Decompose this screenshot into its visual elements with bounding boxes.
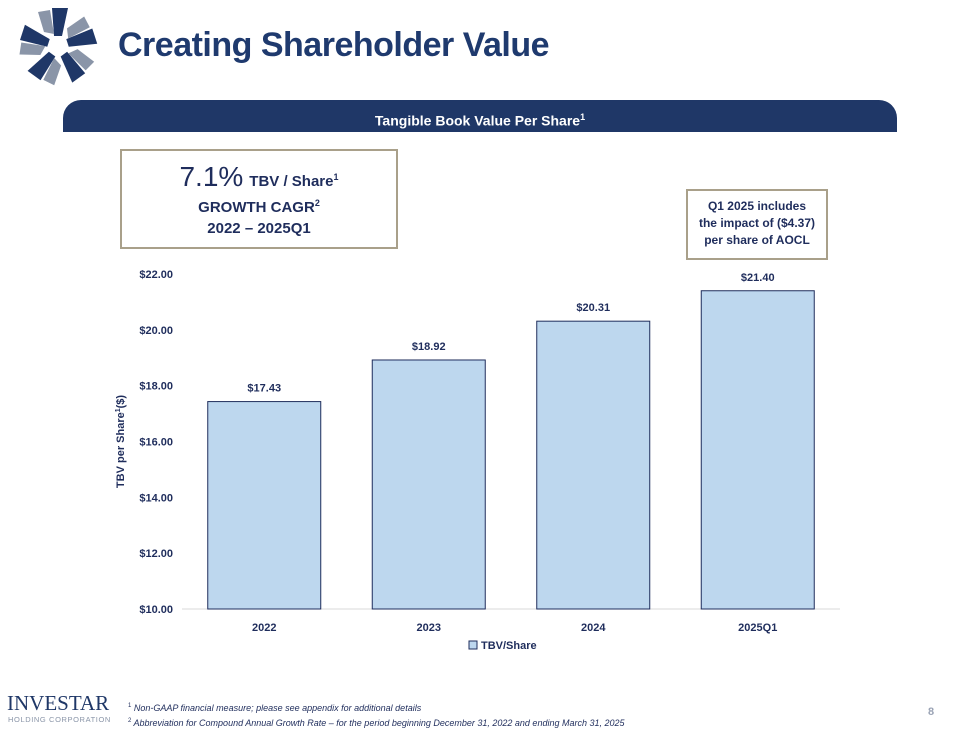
y-tick-label: $16.00 xyxy=(139,437,173,449)
footer-logo-word: INVESTAR xyxy=(7,691,109,715)
y-tick-label: $22.00 xyxy=(139,269,173,281)
aocl-note-line2: the impact of ($4.37) xyxy=(698,216,816,230)
data-label: $20.31 xyxy=(576,302,610,314)
cagr-label: TBV / Share1 xyxy=(249,172,339,190)
x-tick-label: 2022 xyxy=(252,622,276,634)
investar-footer-logo: INVESTAR HOLDING CORPORATION xyxy=(7,691,111,724)
x-tick-label: 2023 xyxy=(417,622,441,634)
legend-swatch xyxy=(468,640,478,650)
cagr-label-text: TBV / Share xyxy=(249,173,334,190)
legend-label: TBV/Share xyxy=(481,640,537,652)
aocl-note: Q1 2025 includes the impact of ($4.37) p… xyxy=(686,189,828,260)
cagr-period: 2022 – 2025Q1 xyxy=(207,220,311,237)
footnote-1-text: Non-GAAP financial measure; please see a… xyxy=(133,703,422,713)
footnote-2: 2 Abbreviation for Compound Annual Growt… xyxy=(128,715,625,730)
data-label: $17.43 xyxy=(247,383,281,395)
aocl-note-line3: per share of AOCL xyxy=(704,233,810,247)
aocl-note-line1: Q1 2025 includes xyxy=(707,199,807,213)
footnote-1-mark: 1 xyxy=(128,703,132,709)
bar-2022 xyxy=(207,401,322,610)
y-axis-label-text: TBV per Share xyxy=(115,412,127,488)
x-tick-label: 2024 xyxy=(581,622,606,634)
data-label: $21.40 xyxy=(741,272,775,284)
y-tick-label: $10.00 xyxy=(139,604,173,616)
footer-logo-sub: HOLDING CORPORATION xyxy=(8,715,111,724)
footnote-2-text: Abbreviation for Compound Annual Growth … xyxy=(133,718,625,728)
page-title: Creating Shareholder Value xyxy=(118,26,550,64)
page-number: 8 xyxy=(928,706,935,718)
x-tick-label: 2025Q1 xyxy=(738,622,777,634)
banner-text: Tangible Book Value Per Share xyxy=(374,112,581,129)
logo-chevron xyxy=(38,8,68,36)
footnote-2-mark: 2 xyxy=(128,718,132,724)
cagr-growth-text: GROWTH CAGR xyxy=(198,199,315,216)
y-tick-label: $18.00 xyxy=(139,381,173,393)
y-tick-label: $20.00 xyxy=(139,325,173,337)
cagr-label-sup: 1 xyxy=(333,172,339,182)
section-banner: Tangible Book Value Per Share1 xyxy=(63,100,897,132)
y-tick-label: $14.00 xyxy=(139,492,173,504)
bar-2024 xyxy=(536,320,651,610)
banner-footnote-mark: 1 xyxy=(580,112,586,122)
tbv-bar-chart: $10.00 $12.00 $14.00 $16.00 $18.00 $20.00 $22.… xyxy=(115,269,840,652)
cagr-growth-sup: 2 xyxy=(314,198,320,208)
cagr-percent: 7.1% xyxy=(179,161,244,192)
y-axis-label-sup: 1 xyxy=(115,408,122,412)
bar-2025Q1 xyxy=(700,290,815,610)
company-logo-icon xyxy=(19,8,98,86)
bar-2023 xyxy=(371,359,486,610)
footnotes: 1 Non-GAAP financial measure; please see… xyxy=(128,700,625,730)
cagr-callout: 7.1% TBV / Share1 GROWTH CAGR2 2022 – 202… xyxy=(120,149,398,249)
y-axis-label-unit: ($) xyxy=(115,395,127,409)
y-axis-label: TBV per Share1($) xyxy=(115,395,127,488)
cagr-growth-line: GROWTH CAGR2 xyxy=(122,193,396,218)
data-label: $18.92 xyxy=(412,341,446,353)
y-tick-label: $12.00 xyxy=(139,548,173,560)
footnote-1: 1 Non-GAAP financial measure; please see… xyxy=(128,700,625,715)
